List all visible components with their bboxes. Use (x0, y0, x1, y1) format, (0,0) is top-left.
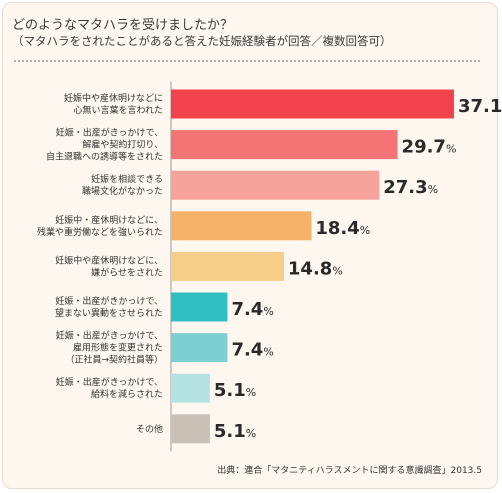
bar-6 (171, 333, 228, 363)
category-label-8: その他 (136, 423, 163, 435)
category-label-2: 妊娠を相談できる職場文化がなかった (82, 173, 163, 197)
bar-4 (171, 251, 284, 281)
category-label-5: 妊娠・出産がきかっけで、望まない異動をさせられた (55, 295, 163, 319)
chart-subtitle: （マタハラをされたことがあると答えた妊娠経験者が回答／複数回答可） (12, 34, 392, 48)
value-label-8: 5.1% (214, 421, 256, 442)
bar-1 (171, 130, 398, 160)
title-divider (14, 60, 480, 62)
bar-0 (171, 89, 454, 119)
value-label-6: 7.4% (231, 340, 273, 361)
value-label-7: 5.1% (214, 380, 256, 401)
category-label-3: 妊娠中・産休明けなどに、残業や重労働などを強いられた (37, 214, 163, 238)
value-label-3: 18.4% (315, 218, 370, 239)
category-label-4: 妊娠中や産休明けなどに、嫌がらせをされた (55, 254, 163, 278)
chart-title: どのようなマタハラを受けましたか？ (12, 18, 234, 33)
category-label-6: 妊娠・出産がきっかけで、雇用形態を変更された（正社員→契約社員等） (56, 330, 163, 366)
bar-5 (171, 292, 228, 322)
bar-8 (171, 414, 210, 444)
value-label-4: 14.8% (288, 258, 343, 279)
category-label-7: 妊娠・出産がきっかけで、給料を減らされた (56, 376, 163, 400)
bar-7 (171, 373, 210, 403)
category-label-1: 妊娠・出産がきっかけで、解雇や契約打切り、自主退職への誘導等をされた (46, 127, 163, 163)
value-label-2: 27.3% (383, 177, 438, 198)
value-label-5: 7.4% (231, 299, 273, 320)
value-label-1: 29.7% (402, 137, 457, 158)
source-note: 出典：連合「マタニティハラスメントに関する意識調査」2013.5 (217, 466, 482, 476)
bar-2 (171, 170, 380, 200)
category-label-0: 妊娠中や産休明けなどに心無い言葉を言われた (64, 92, 163, 116)
bar-3 (171, 211, 312, 241)
chart-card (2, 2, 498, 489)
value-label-0: 37.1% (458, 96, 502, 117)
